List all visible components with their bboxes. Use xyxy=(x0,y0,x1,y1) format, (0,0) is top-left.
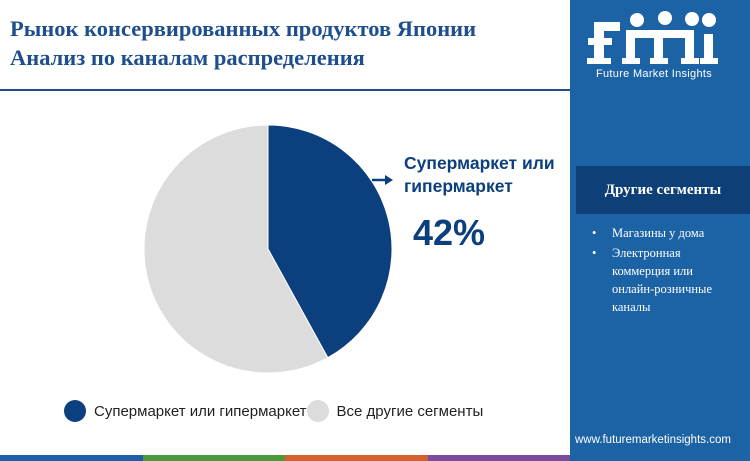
bottom-bar-segment xyxy=(142,455,285,461)
chart-legend: Супермаркет или гипермаркет Все другие с… xyxy=(64,400,483,422)
title-divider xyxy=(0,89,570,91)
pie-chart xyxy=(143,124,393,374)
legend-swatch-supermarket xyxy=(64,400,86,422)
callout-arrow-icon xyxy=(372,175,393,185)
sidebar: Future Market Insights Другие сегменты М… xyxy=(570,0,750,461)
title-line-1: Рынок консервированных продуктов Японии xyxy=(10,16,477,41)
callout-label: Супермаркет или гипермаркет xyxy=(404,153,555,196)
bottom-bar-segment xyxy=(285,455,428,461)
legend-label-supermarket: Супермаркет или гипермаркет xyxy=(94,402,307,420)
pie-slice-other xyxy=(143,124,329,374)
website-url[interactable]: www.futuremarketinsights.com xyxy=(575,434,731,446)
pie-slice-supermarket xyxy=(267,124,393,359)
brand-name: Future Market Insights xyxy=(596,68,713,80)
other-segments-list: Магазины у дома Электронная коммерция ил… xyxy=(588,224,738,318)
fmi-logo-icon xyxy=(587,11,718,64)
list-item: Магазины у дома xyxy=(588,224,738,242)
list-item: Электронная коммерция или онлайн-розничн… xyxy=(588,244,738,316)
legend-label-other: Все другие сегменты xyxy=(336,402,484,420)
other-segments-header: Другие сегменты xyxy=(576,166,750,214)
callout-value: 42% xyxy=(413,212,486,253)
title-line-2: Анализ по каналам распределения xyxy=(10,45,365,70)
bottom-color-bar xyxy=(0,455,570,461)
bottom-bar-segment xyxy=(427,455,570,461)
legend-swatch-other xyxy=(306,400,329,422)
legend-item-supermarket: Супермаркет или гипермаркет xyxy=(64,400,307,422)
page-title: Рынок консервированных продуктов Японии … xyxy=(10,14,550,72)
legend-item-other: Все другие сегменты xyxy=(306,400,484,422)
other-segments-title: Другие сегменты xyxy=(604,181,722,198)
bottom-bar-segment xyxy=(0,455,143,461)
